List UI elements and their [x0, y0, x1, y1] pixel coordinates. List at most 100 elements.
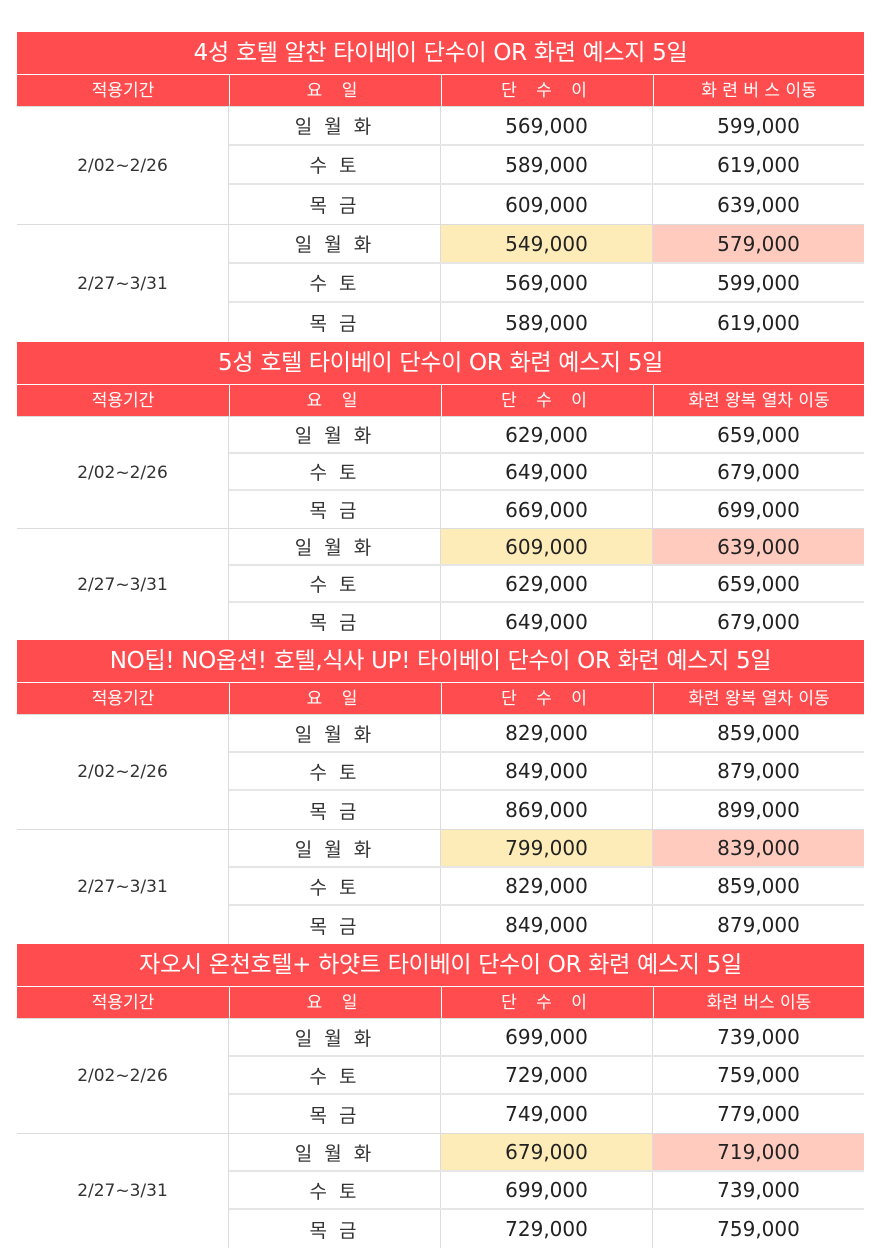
table-row: 일 월 화 609,000 639,000	[229, 529, 864, 566]
period-group: 2/27~3/31 일 월 화 799,000 839,000 수 토 829,000 85…	[17, 829, 864, 944]
transport-price-cell: 599,000	[717, 113, 800, 138]
period-group: 2/02~2/26 일 월 화 569,000 599,000 수 토 589,000 61…	[17, 106, 864, 224]
single-price-cell: 749,000	[441, 1095, 653, 1133]
table-row: 일 월 화 829,000 859,000	[229, 715, 864, 753]
transport-price-cell: 859,000	[717, 874, 800, 898]
day-cell: 일 월 화	[229, 1134, 441, 1170]
single-price-cell: 699,000	[441, 1172, 653, 1208]
transport-price-cell: 859,000	[717, 721, 800, 745]
header-day: 요 일	[229, 986, 441, 1018]
single-price-cell: 799,000	[441, 830, 653, 866]
day-cell: 일 월 화	[229, 107, 441, 144]
transport-price-cell: 899,000	[717, 798, 800, 822]
single-price-cell: 609,000	[441, 529, 653, 564]
day-cell: 일 월 화	[229, 715, 441, 751]
day-cell: 일 월 화	[229, 1019, 441, 1055]
transport-price-cell: 659,000	[717, 571, 800, 596]
table-row: 목 금 729,000 759,000	[229, 1210, 864, 1248]
transport-price-cell: 659,000	[717, 422, 800, 447]
single-price-cell: 589,000	[441, 146, 653, 183]
transport-price-cell: 679,000	[717, 459, 800, 484]
table-row: 목 금 669,000 699,000	[229, 491, 864, 528]
transport-price-cell: 579,000	[653, 225, 864, 262]
header-transport: 화련 버스 이동	[653, 986, 864, 1018]
transport-price-cell: 719,000	[653, 1134, 864, 1170]
transport-price-cell: 879,000	[717, 913, 800, 937]
table-row: 수 토 699,000 739,000	[229, 1172, 864, 1210]
single-price-cell: 699,000	[441, 1019, 653, 1055]
day-cell: 일 월 화	[229, 830, 441, 866]
transport-price-cell: 739,000	[717, 1178, 800, 1202]
period-label: 2/27~3/31	[17, 529, 229, 640]
table-row: 목 금 609,000 639,000	[229, 185, 864, 224]
single-price-cell: 569,000	[441, 107, 653, 144]
day-cell: 목 금	[229, 491, 441, 528]
day-cell: 목 금	[229, 603, 441, 640]
table-row: 목 금 749,000 779,000	[229, 1095, 864, 1133]
day-cell: 목 금	[229, 1095, 441, 1133]
period-group: 2/02~2/26 일 월 화 699,000 739,000 수 토 729,000 75…	[17, 1018, 864, 1133]
day-cell: 일 월 화	[229, 417, 441, 452]
header-single: 단 수 이	[441, 74, 653, 106]
single-price-cell: 849,000	[441, 906, 653, 944]
transport-price-cell: 739,000	[717, 1025, 800, 1049]
table-row: 수 토 649,000 679,000	[229, 454, 864, 491]
single-price-cell: 729,000	[441, 1057, 653, 1093]
section-title: 4성 호텔 알찬 타이베이 단수이 OR 화련 예스지 5일	[17, 32, 864, 74]
table-row: 목 금 849,000 879,000	[229, 906, 864, 944]
single-price-cell: 629,000	[441, 417, 653, 452]
header-day: 요 일	[229, 682, 441, 714]
transport-price-cell: 599,000	[717, 270, 800, 295]
day-cell: 수 토	[229, 454, 441, 489]
single-price-cell: 829,000	[441, 868, 653, 904]
price-section: 자오시 온천호텔+ 하얏트 타이베이 단수이 OR 화련 예스지 5일 적용기간 요…	[17, 944, 864, 1248]
single-price-cell: 569,000	[441, 264, 653, 301]
period-label: 2/02~2/26	[17, 1019, 229, 1133]
table-row: 수 토 589,000 619,000	[229, 146, 864, 185]
single-price-cell: 869,000	[441, 791, 653, 829]
header-day: 요 일	[229, 384, 441, 416]
day-cell: 수 토	[229, 1057, 441, 1093]
table-row: 수 토 629,000 659,000	[229, 566, 864, 603]
single-price-cell: 609,000	[441, 185, 653, 224]
period-group: 2/27~3/31 일 월 화 549,000 579,000 수 토 569,000 59…	[17, 224, 864, 342]
period-label: 2/27~3/31	[17, 1134, 229, 1248]
transport-price-cell: 879,000	[717, 759, 800, 783]
period-group: 2/02~2/26 일 월 화 629,000 659,000 수 토 649,000 67…	[17, 416, 864, 528]
table-row: 수 토 569,000 599,000	[229, 264, 864, 303]
transport-price-cell: 699,000	[717, 497, 800, 522]
period-group: 2/27~3/31 일 월 화 679,000 719,000 수 토 699,000 73…	[17, 1133, 864, 1248]
table-row: 목 금 869,000 899,000	[229, 791, 864, 829]
price-section: NO팁! NO옵션! 호텔,식사 UP! 타이베이 단수이 OR 화련 예스지 …	[17, 640, 864, 944]
single-price-cell: 669,000	[441, 491, 653, 528]
header-day: 요 일	[229, 74, 441, 106]
day-cell: 목 금	[229, 791, 441, 829]
period-label: 2/27~3/31	[17, 225, 229, 342]
transport-price-cell: 839,000	[653, 830, 864, 866]
transport-price-cell: 759,000	[717, 1217, 800, 1241]
single-price-cell: 829,000	[441, 715, 653, 751]
single-price-cell: 649,000	[441, 603, 653, 640]
day-cell: 목 금	[229, 303, 441, 342]
transport-price-cell: 679,000	[717, 609, 800, 634]
single-price-cell: 849,000	[441, 753, 653, 789]
day-cell: 목 금	[229, 185, 441, 224]
day-cell: 수 토	[229, 1172, 441, 1208]
header-transport: 화 련 버 스 이동	[653, 74, 864, 106]
header-single: 단 수 이	[441, 986, 653, 1018]
single-price-cell: 589,000	[441, 303, 653, 342]
table-row: 일 월 화 799,000 839,000	[229, 830, 864, 868]
table-row: 일 월 화 629,000 659,000	[229, 417, 864, 454]
header-transport: 화련 왕복 열차 이동	[653, 682, 864, 714]
table-row: 목 금 649,000 679,000	[229, 603, 864, 640]
day-cell: 수 토	[229, 868, 441, 904]
